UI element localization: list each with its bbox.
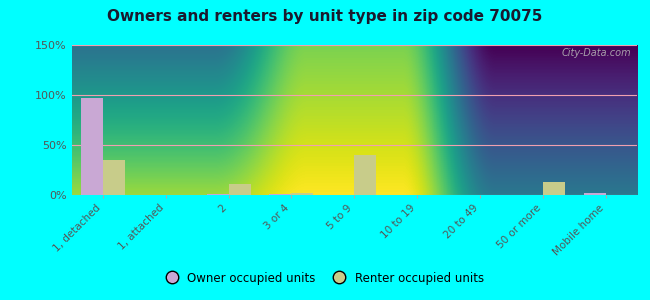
Bar [81,98,103,195]
Legend: Owner occupied units, Renter occupied units: Owner occupied units, Renter occupied un… [162,268,488,288]
Text: Owners and renters by unit type in zip code 70075: Owners and renters by unit type in zip c… [107,9,543,24]
Bar [543,182,565,195]
Bar [270,194,291,195]
Bar [103,160,125,195]
Bar [229,184,250,195]
Bar [354,155,376,195]
Bar [291,193,313,195]
Text: City-Data.com: City-Data.com [562,48,631,58]
Bar [207,194,229,195]
Bar [584,193,606,195]
